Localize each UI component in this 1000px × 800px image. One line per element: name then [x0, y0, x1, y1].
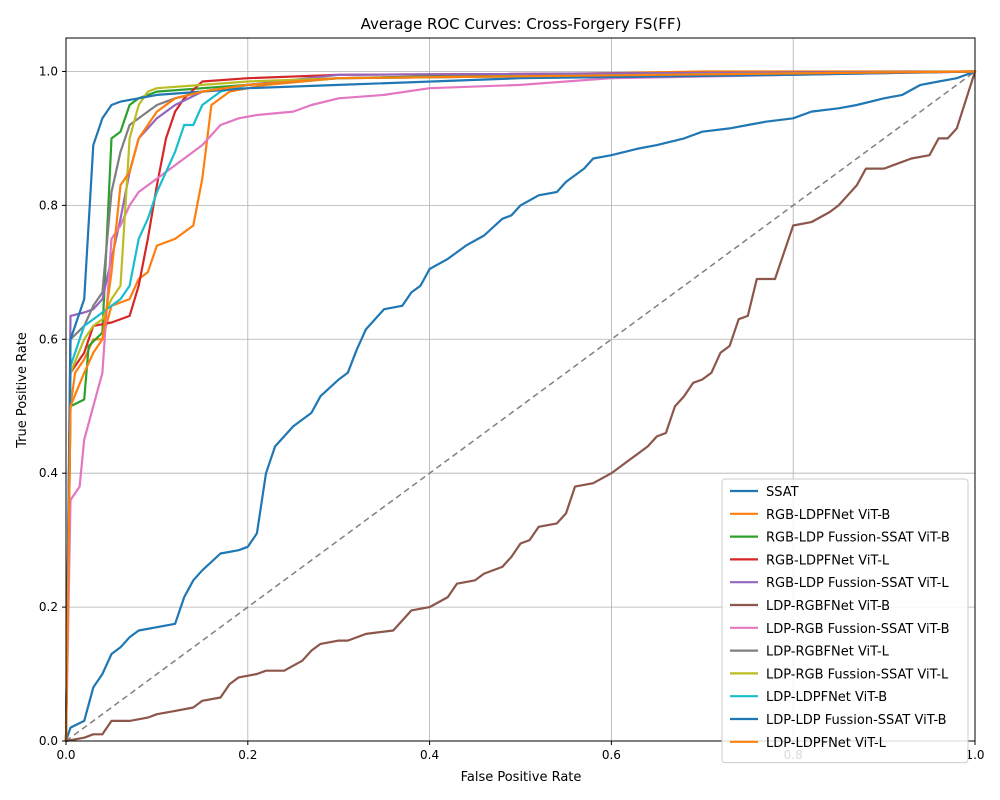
x-tick-label: 1.0: [965, 748, 984, 762]
series-line-12: [64, 70, 977, 743]
y-tick-label: 0.2: [39, 600, 58, 614]
y-axis-label: True Positive Rate: [15, 332, 30, 449]
legend-label: RGB-LDPFNet ViT-B: [766, 508, 890, 523]
y-tick-label: 0.0: [39, 734, 58, 748]
y-tick-label: 0.4: [39, 466, 58, 480]
diagonal-layer: [65, 70, 976, 742]
legend-label: LDP-LDP Fussion-SSAT ViT-B: [766, 713, 947, 728]
chance-diagonal-line: [65, 70, 976, 742]
y-tick-label: 0.6: [39, 332, 58, 346]
x-tick-label: 0.2: [238, 748, 257, 762]
series-line-6: [64, 70, 977, 743]
series-layer: [64, 70, 977, 743]
chart-title: Average ROC Curves: Cross-Forgery FS(FF): [361, 15, 682, 33]
series-line-4: [64, 70, 977, 743]
y-tick-label: 1.0: [39, 64, 58, 78]
plot-frame: [65, 37, 976, 742]
legend-label: RGB-LDP Fussion-SSAT ViT-L: [766, 576, 949, 591]
series-line-11: [64, 70, 977, 743]
legend-label: LDP-LDPFNet ViT-B: [766, 690, 887, 705]
y-tick-label: 0.8: [39, 198, 58, 212]
series-line-9: [64, 70, 977, 743]
legend-box: [721, 478, 969, 764]
legend-label: RGB-LDPFNet ViT-L: [766, 553, 890, 568]
legend: SSAT RGB-LDPFNet ViT-B RGB-LDP Fussion-SSA…: [721, 478, 969, 764]
legend-label: LDP-LDPFNet ViT-L: [766, 736, 887, 751]
x-tick-label: 0.4: [420, 748, 439, 762]
legend-label: LDP-RGBFNet ViT-L: [766, 645, 890, 660]
legend-label: LDP-RGBFNet ViT-B: [766, 599, 890, 614]
x-axis-label: False Positive Rate: [461, 770, 582, 785]
y-axis-ticks: 0.0 0.2 0.4 0.6 0.8 1.0: [39, 64, 66, 748]
legend-label: RGB-LDP Fussion-SSAT ViT-B: [766, 531, 950, 546]
legend-label: LDP-RGB Fussion-SSAT ViT-B: [766, 622, 950, 637]
series-line-10: [64, 70, 977, 743]
legend-label: SSAT: [766, 485, 799, 500]
legend-label: LDP-RGB Fussion-SSAT ViT-L: [766, 667, 949, 682]
series-line-1: [64, 70, 977, 743]
x-tick-label: 0.6: [602, 748, 621, 762]
x-tick-label: 0.0: [56, 748, 75, 762]
series-line-7: [64, 70, 977, 743]
